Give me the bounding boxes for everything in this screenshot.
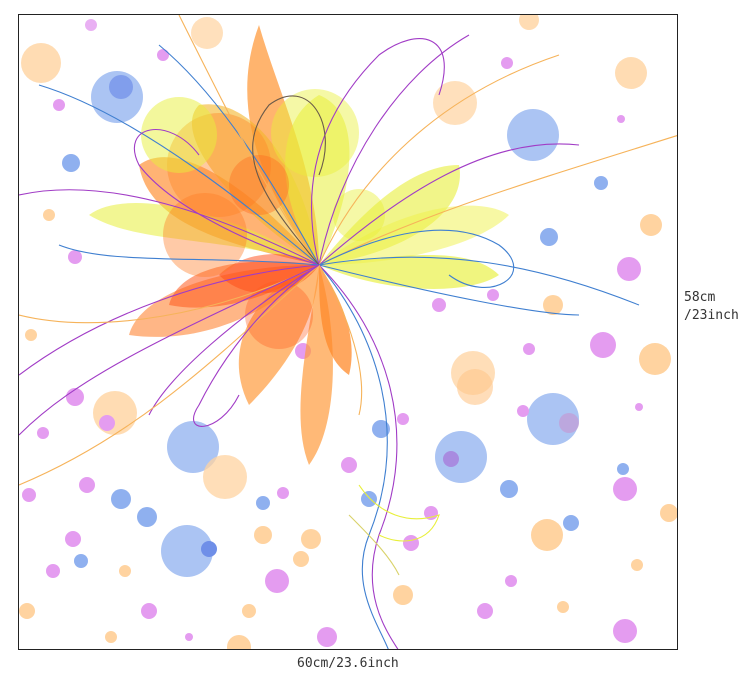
height-dimension-label: 58cm /23inch xyxy=(684,289,739,325)
flower-petals xyxy=(89,25,509,465)
height-dimension-cm: 58cm xyxy=(684,290,716,305)
height-dimension-inch: /23inch xyxy=(684,308,739,323)
flower-strands xyxy=(19,15,677,649)
width-dimension-label: 60cm/23.6inch xyxy=(297,656,399,671)
artwork-frame xyxy=(18,14,678,650)
floral-artwork xyxy=(19,15,677,649)
